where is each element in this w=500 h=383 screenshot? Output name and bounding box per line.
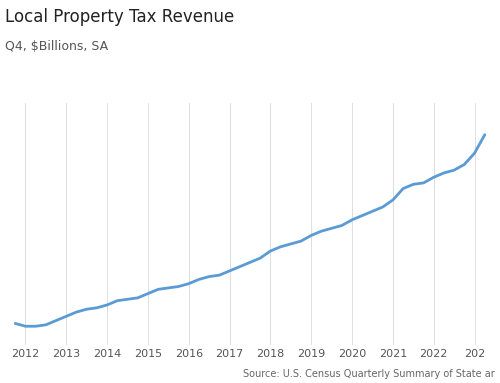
Text: Local Property Tax Revenue: Local Property Tax Revenue	[5, 8, 234, 26]
Text: Q4, $Billions, SA: Q4, $Billions, SA	[5, 40, 108, 53]
Text: Source: U.S. Census Quarterly Summary of State ar: Source: U.S. Census Quarterly Summary of…	[243, 369, 495, 379]
